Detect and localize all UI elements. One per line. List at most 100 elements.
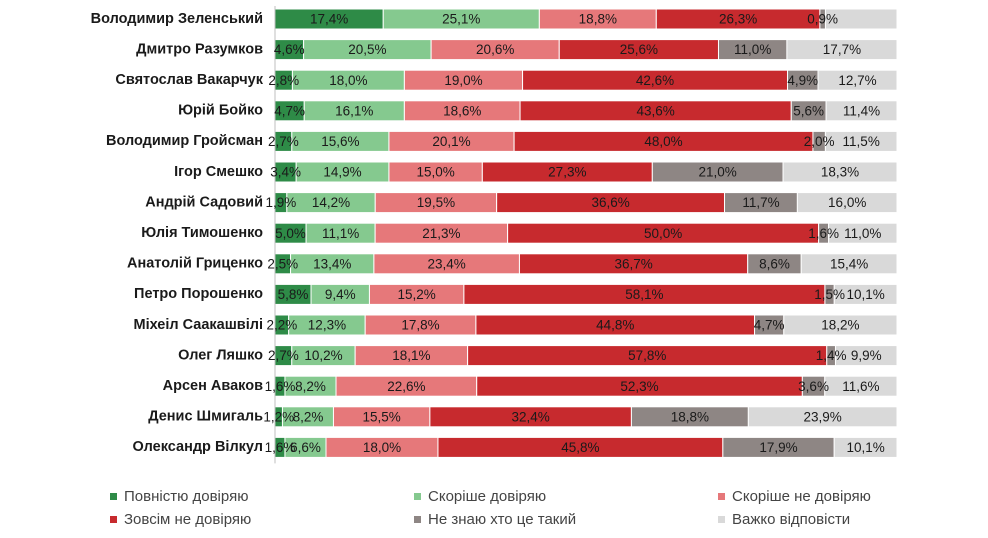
bar-segment xyxy=(817,69,898,91)
legend-item: Зовсім не довіряю xyxy=(110,509,414,529)
legend-swatch xyxy=(718,492,725,500)
value-label: 4,6% xyxy=(274,42,305,57)
value-label: 52,3% xyxy=(620,379,658,394)
value-label: 19,5% xyxy=(417,195,455,210)
bar-segment xyxy=(786,39,898,61)
legend-label: Важко відповісти xyxy=(732,510,851,528)
legend-item: Повністю довіряю xyxy=(110,486,414,506)
value-label: 17,4% xyxy=(310,12,348,27)
category-label: Володимир Зеленський xyxy=(91,11,263,27)
value-label: 11,6% xyxy=(842,379,879,394)
value-label: 15,4% xyxy=(830,256,868,271)
value-label: 17,9% xyxy=(759,440,797,455)
value-label: 2,8% xyxy=(268,73,299,88)
value-label: 4,7% xyxy=(754,318,785,333)
value-label: 13,4% xyxy=(313,256,351,271)
value-label: 4,9% xyxy=(787,73,818,88)
bar-segment xyxy=(783,314,898,336)
value-label: 1,5% xyxy=(814,287,845,302)
bar-segment xyxy=(747,406,898,428)
value-label: 18,6% xyxy=(443,103,481,118)
value-label: 43,6% xyxy=(637,103,675,118)
value-label: 18,1% xyxy=(392,348,430,363)
value-label: 23,4% xyxy=(428,256,466,271)
bar-segment xyxy=(800,253,898,275)
value-label: 18,2% xyxy=(821,318,859,333)
value-label: 10,1% xyxy=(846,287,884,302)
value-label: 8,6% xyxy=(759,256,790,271)
legend-label: Не знаю хто це такий xyxy=(428,510,577,528)
value-label: 3,6% xyxy=(798,379,829,394)
legend-item: Не знаю хто це такий xyxy=(414,509,718,529)
value-label: 2,2% xyxy=(266,318,297,333)
value-label: 15,2% xyxy=(398,287,436,302)
value-label: 18,3% xyxy=(821,165,859,180)
value-label: 6,6% xyxy=(290,440,321,455)
bar-segment xyxy=(834,345,898,367)
value-label: 12,7% xyxy=(838,73,876,88)
bar-segment xyxy=(825,100,898,122)
bar-segment xyxy=(796,192,898,214)
bars xyxy=(274,8,898,458)
category-label: Олег Ляшко xyxy=(178,347,263,363)
category-label: Анатолій Гриценко xyxy=(127,256,263,272)
value-label: 1,9% xyxy=(266,195,297,210)
value-label: 20,1% xyxy=(432,134,470,149)
value-label: 14,2% xyxy=(312,195,350,210)
bar-segment xyxy=(828,222,898,244)
value-label: 18,8% xyxy=(671,409,709,424)
value-label: 36,6% xyxy=(591,195,629,210)
value-label: 32,4% xyxy=(511,409,549,424)
value-label: 11,0% xyxy=(734,42,771,57)
value-label: 15,5% xyxy=(363,409,401,424)
legend-item: Скоріше не довіряю xyxy=(718,486,910,506)
category-label: Міхеіл Саакашвілі xyxy=(133,317,263,333)
category-label: Дмитро Разумков xyxy=(136,41,263,57)
value-label: 9,9% xyxy=(851,348,882,363)
legend-swatch xyxy=(718,515,725,523)
legend-label: Повністю довіряю xyxy=(124,487,249,505)
bar-segment xyxy=(824,8,898,30)
value-label: 45,8% xyxy=(561,440,599,455)
legend-label: Зовсім не довіряю xyxy=(124,510,252,528)
value-label: 16,0% xyxy=(828,195,866,210)
bar-segment xyxy=(782,161,898,183)
value-label: 4,7% xyxy=(274,103,305,118)
legend-label: Скоріше довіряю xyxy=(428,487,547,505)
value-label: 11,7% xyxy=(742,195,779,210)
value-label: 50,0% xyxy=(644,226,682,241)
value-label: 1,4% xyxy=(816,348,847,363)
category-label: Юлія Тимошенко xyxy=(141,225,263,241)
category-label: Юрій Бойко xyxy=(178,103,263,119)
value-label: 44,8% xyxy=(596,318,634,333)
bar-segment xyxy=(824,375,898,397)
legend-item: Скоріше довіряю xyxy=(414,486,718,506)
category-label: Андрій Садовий xyxy=(145,194,263,210)
category-labels: Володимир Зеленський Дмитро Разумков Свято… xyxy=(91,11,264,455)
value-label: 18,8% xyxy=(579,12,617,27)
value-label: 26,3% xyxy=(719,12,757,27)
value-label: 5,6% xyxy=(793,103,824,118)
value-label: 11,4% xyxy=(843,103,880,118)
value-label: 48,0% xyxy=(644,134,682,149)
value-label: 19,0% xyxy=(444,73,482,88)
category-label: Володимир Гройсман xyxy=(106,133,263,149)
bar-segment xyxy=(833,436,898,458)
value-label: 21,3% xyxy=(422,226,460,241)
value-label: 11,0% xyxy=(844,226,881,241)
value-label: 2,0% xyxy=(804,134,835,149)
value-label: 57,8% xyxy=(628,348,666,363)
legend-swatch xyxy=(110,492,117,500)
value-label: 5,8% xyxy=(278,287,309,302)
value-label: 25,1% xyxy=(442,12,480,27)
value-label: 42,6% xyxy=(636,73,674,88)
value-label: 23,9% xyxy=(804,409,842,424)
category-label: Арсен Аваков xyxy=(163,378,263,394)
value-label: 17,8% xyxy=(401,318,439,333)
category-label: Ігор Смешко xyxy=(174,164,263,180)
value-label: 1,2% xyxy=(263,409,294,424)
category-label: Денис Шмигаль xyxy=(148,409,263,425)
value-label: 15,6% xyxy=(321,134,359,149)
value-label: 36,7% xyxy=(614,256,652,271)
category-label: Святослав Вакарчук xyxy=(115,72,263,88)
